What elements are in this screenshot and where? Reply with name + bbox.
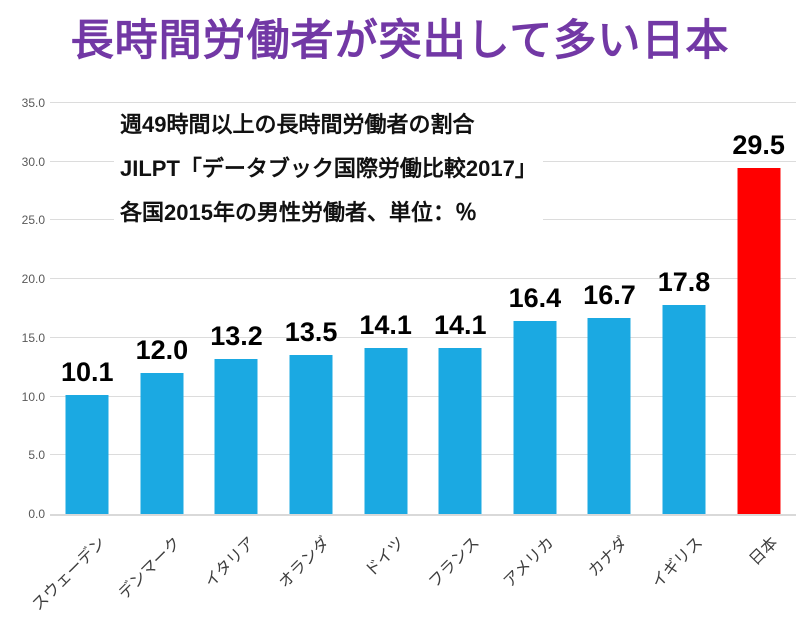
page-title: 長時間労働者が突出して多い日本 [70,17,730,65]
bar-band: 14.1 ドイツ [348,103,423,580]
x-axis-category-label: イタリア [201,534,259,592]
bar [289,355,333,514]
y-axis-tick-label: 30.0 [21,154,45,169]
bar-band: 13.5 オランダ [274,103,349,591]
bar [438,348,482,514]
bar [513,321,557,514]
bar-band: 14.1 フランス [423,103,498,591]
bar-chart: 10.1 スウェーデン 12.0 デンマーク 13.2 イタリア 13.5 オランダ 14.1 ド… [22,96,796,615]
bar-value-label: 14.1 [359,310,412,341]
bar-band: 29.5 日本 [721,103,796,569]
x-axis-category-label: 日本 [746,534,781,569]
bar [364,348,408,514]
gridline [50,102,796,103]
x-axis-category-label: ドイツ [361,534,408,581]
bar [662,304,706,514]
gridline [50,454,796,456]
x-axis-category-label: フランス [425,534,483,592]
bar-value-label: 13.2 [210,321,263,351]
bar-value-label: 14.1 [433,310,487,341]
bar-value-label: 17.8 [657,266,711,297]
y-axis-tick-label: 15.0 [21,330,45,345]
x-axis-category-label: スウェーデン [29,534,110,615]
y-axis-tick-label: 35.0 [21,96,45,110]
bar [140,373,184,514]
y-axis-tick-label: 0.0 [28,507,45,521]
y-axis-tick-label: 5.0 [28,448,45,463]
x-axis-category-label: アメリカ [500,534,558,591]
x-axis-category-label: カナダ [585,534,632,581]
bar-value-label: 13.5 [284,317,338,348]
bar-value-label: 16.7 [583,279,636,310]
bar-value-label: 12.0 [135,335,189,366]
plot-area: 10.1 スウェーデン 12.0 デンマーク 13.2 イタリア 13.5 オランダ 14.1 ド… [30,103,796,615]
y-axis-tick-label: 20.0 [21,272,45,287]
annotation-line-3: 各国2015年の男性労働者、単位：％ [120,200,477,225]
gridline [50,395,796,397]
x-axis-category-label: デンマーク [115,534,185,603]
bar-band: 17.8 イギリス [647,103,722,592]
x-axis-category-label: オランダ [276,534,334,592]
gridline [50,336,796,338]
bar [587,317,631,514]
bar-value-label: 16.4 [508,283,562,314]
bar-highlighted [737,167,781,514]
bar [214,359,258,514]
annotation-line-2: JILPT「データブック国際労働比較2017」 [120,156,537,181]
bar-value-label: 29.5 [732,129,785,160]
chart-annotation: 週49時間以上の長時間労働者の割合 JILPT「データブック国際労働比較2017… [114,103,543,235]
bar [65,395,109,514]
bar-band: 13.2 イタリア [199,103,274,591]
annotation-line-1: 週49時間以上の長時間労働者の割合 [120,112,475,137]
x-axis-category-label: イギリス [649,534,707,592]
gridline [50,278,796,280]
bar-band: 16.4 アメリカ [498,103,573,591]
bar-band: 16.7 カナダ [572,103,647,580]
y-axis-tick-label: 10.0 [21,389,45,404]
bar-band: 10.1 スウェーデン [30,103,125,614]
y-axis-tick-label: 25.0 [21,213,45,228]
bar-band: 12.0 デンマーク [116,103,200,603]
bar-value-label: 10.1 [61,357,114,388]
